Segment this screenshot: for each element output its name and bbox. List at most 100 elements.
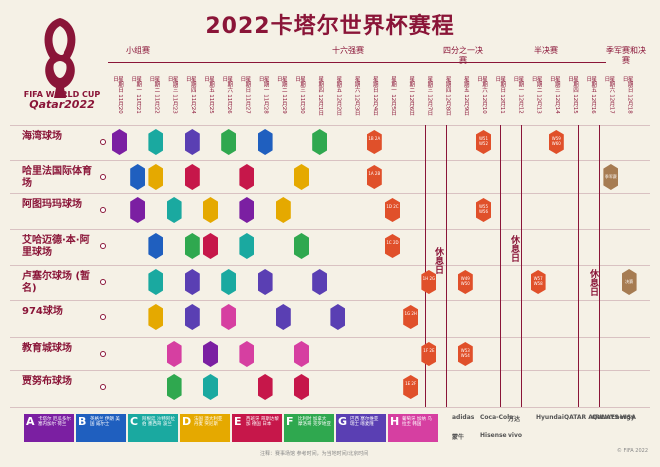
group-match-marker [166, 197, 182, 223]
knockout-match-marker: 1A 2B [366, 165, 382, 189]
date-column-18: 星期三 12月7日 [426, 76, 433, 116]
knockout-match-label: W57 W58 [533, 276, 543, 286]
knockout-match-label: 1H 2G [422, 276, 436, 281]
world-cup-trophy-logo [44, 18, 76, 98]
group-match-marker [221, 304, 237, 330]
date-column-1: 星期日 11月20日 [112, 76, 123, 114]
knockout-match-label: W53 W54 [460, 348, 470, 358]
venue-marker-icon [100, 174, 106, 180]
date-column-5: 星期四 11月24日 [184, 76, 196, 114]
knockout-match-marker: 1G 2H [403, 305, 419, 329]
group-letter: A [26, 415, 35, 428]
date-column-22: 星期日 12月11日 [494, 76, 506, 114]
knockout-match-marker: 1H 2G [421, 270, 437, 294]
stage-r16-label: 十六强赛 [332, 46, 364, 55]
group-match-marker [148, 269, 164, 295]
group-letter: E [234, 415, 242, 428]
group-letter: C [130, 415, 139, 428]
group-teams: 西班牙 哥斯达黎加 德国 日本 [246, 417, 279, 427]
group-match-marker [294, 233, 309, 259]
rest-day-label-3: 休息日 [588, 268, 598, 296]
date-column-23: 星期一 12月12日 [512, 76, 524, 114]
date-column-19: 星期四 12月8日 [444, 76, 451, 116]
final-match-marker: 季军赛 [603, 164, 619, 190]
divider-line-3 [500, 125, 501, 407]
venue-name: 艾哈迈德·本·阿里球场 [22, 235, 90, 258]
date-column-10: 星期二 11月29日 [275, 76, 287, 114]
group-legend-g: G 巴西 塞尔维亚 瑞士 喀麦隆 [336, 414, 386, 442]
venue-divider [10, 407, 650, 408]
footer-note: 注释：赛事场馆 参考时间，为当地时间/北京时间 [260, 451, 369, 457]
sponsor-logo: Coca-Cola [480, 414, 514, 421]
group-match-marker [203, 233, 218, 259]
venue-marker-icon [100, 279, 106, 285]
knockout-match-label: W55 W56 [478, 204, 489, 214]
knockout-match-marker: W55 W56 [476, 198, 491, 222]
knockout-match-label: 1E 2F [405, 381, 417, 386]
venue-name: 974球场 [22, 306, 63, 317]
date-column-21: 星期六 12月10日 [476, 76, 487, 114]
group-letter: H [390, 415, 400, 428]
stage-r16-line [330, 62, 446, 63]
date-column-6: 星期五 11月25日 [203, 76, 214, 114]
sponsor-logo: adidas [452, 414, 475, 421]
group-match-marker [148, 129, 164, 155]
sponsor-logo: 万达 [508, 416, 521, 423]
sponsor-logo: 蒙牛 [452, 434, 465, 441]
date-column-28: 星期六 12月17日 [603, 76, 615, 114]
knockout-match-label: 1D 2C [386, 204, 399, 209]
date-column-26: 星期四 12月15日 [567, 76, 578, 114]
group-match-marker [166, 341, 182, 367]
group-match-marker [312, 269, 328, 295]
sponsor-logo: Hisense [480, 432, 507, 439]
knockout-match-label: 1B 2A [368, 136, 381, 141]
date-column-29: 星期日 12月18日 [621, 76, 633, 114]
knockout-match-marker: 1F 2E [421, 342, 437, 366]
group-match-marker [130, 197, 146, 223]
group-match-marker [221, 129, 237, 155]
date-column-7: 星期六 11月26日 [221, 76, 233, 114]
knockout-match-marker: 1D 2C [385, 198, 400, 222]
date-column-16: 星期一 12月5日 [390, 76, 396, 116]
group-match-marker [184, 304, 200, 330]
group-legend-b: B 英格兰 伊朗 美国 威尔士 [76, 414, 126, 442]
group-legend-f: F 比利时 加拿大 摩洛哥 克罗地亚 [284, 414, 334, 442]
venue-name: 贾努布球场 [22, 376, 72, 387]
venue-divider [10, 160, 650, 161]
group-match-marker [130, 164, 146, 190]
venue-marker-icon [100, 384, 106, 390]
group-teams: 比利时 加拿大 摩洛哥 克罗地亚 [298, 417, 331, 427]
venue-name: 阿图玛玛球场 [22, 199, 82, 210]
venue-divider [10, 265, 650, 266]
knockout-match-marker: 1E 2F [403, 375, 419, 399]
group-match-marker [148, 164, 164, 190]
rest-day-label-1: 休息日 [433, 246, 443, 274]
venue-divider [10, 193, 650, 194]
knockout-match-marker: 1B 2A [366, 130, 382, 154]
date-column-9: 星期一 11月28日 [257, 76, 269, 114]
knockout-match-marker: W59 W60 [548, 130, 564, 154]
knockout-match-label: W59 W60 [551, 136, 561, 146]
venue-name: 卢塞尔球场 (暂名) [22, 271, 91, 294]
stage-final-label: 季军赛和决赛 [606, 46, 646, 65]
date-column-25: 星期三 12月14日 [548, 76, 560, 114]
knockout-match-label: W49 W50 [460, 276, 470, 286]
venue-marker-icon [100, 314, 106, 320]
venue-marker-icon [100, 243, 106, 249]
divider-line-6 [599, 125, 600, 407]
knockout-match-marker: W49 W50 [457, 270, 473, 294]
group-match-marker [257, 269, 273, 295]
group-match-marker [203, 341, 218, 367]
group-match-marker [148, 233, 164, 259]
divider-line-4 [521, 125, 522, 407]
group-letter: G [338, 415, 348, 428]
divider-line-1 [425, 125, 426, 407]
group-teams: 卡塔尔 厄瓜多尔 塞内加尔 荷兰 [38, 417, 71, 427]
copyright: © FIFA 2022 [616, 448, 648, 454]
divider-line-5 [578, 125, 579, 407]
group-match-marker [275, 304, 291, 330]
group-match-marker [203, 374, 218, 400]
date-column-4: 星期三 11月23日 [166, 76, 178, 114]
stage-group-label: 小组赛 [126, 46, 150, 55]
final-match-marker: 决赛 [621, 269, 637, 295]
